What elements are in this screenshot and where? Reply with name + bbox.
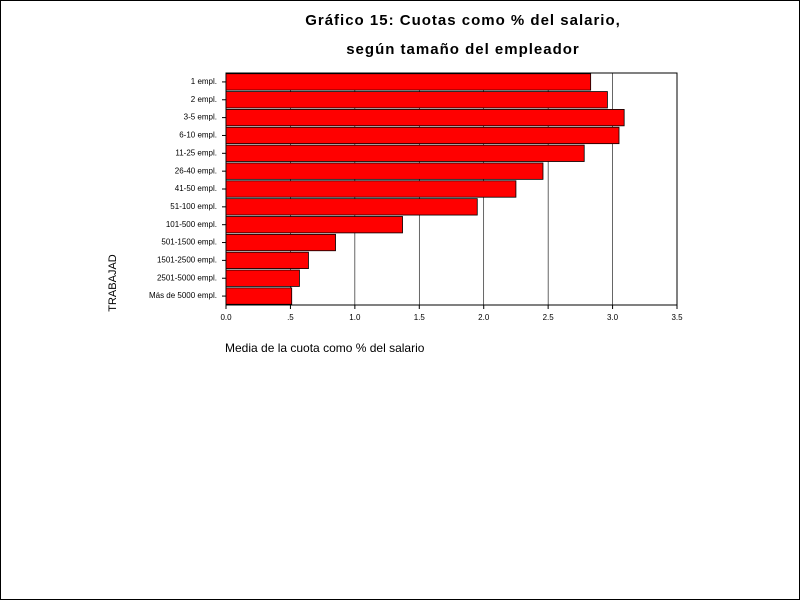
bar xyxy=(225,287,293,305)
y-tick-label: Más de 5000 empl. xyxy=(149,291,217,300)
bar xyxy=(225,73,592,91)
y-tick-label: 1501-2500 empl. xyxy=(157,255,217,264)
bar xyxy=(225,126,620,145)
bar xyxy=(225,162,544,180)
x-tick-label: 3.0 xyxy=(607,313,619,322)
bar xyxy=(225,233,336,252)
y-tick-label: 1 empl. xyxy=(191,77,217,86)
bar xyxy=(225,144,585,162)
y-tick-label: 41-50 empl. xyxy=(175,184,217,193)
x-tick-label: 3.5 xyxy=(671,313,683,322)
bar xyxy=(225,109,625,127)
bar xyxy=(225,251,309,269)
x-tick-label: 0.0 xyxy=(220,313,232,322)
x-tick-label: .5 xyxy=(287,313,294,322)
bar xyxy=(225,269,300,287)
bar xyxy=(225,198,478,216)
y-tick-label: 6-10 empl. xyxy=(179,131,217,140)
y-tick-label: 101-500 empl. xyxy=(166,220,217,229)
y-tick-label: 2 empl. xyxy=(191,95,217,104)
y-tick-label: 26-40 empl. xyxy=(175,166,217,175)
y-axis-label: TRABAJAD xyxy=(107,254,119,312)
x-axis-label: Media de la cuota como % del salario xyxy=(225,341,425,355)
y-tick-label: 11-25 empl. xyxy=(175,148,217,157)
chart-title: según tamaño del empleador xyxy=(346,41,580,58)
bar xyxy=(225,180,517,198)
bar xyxy=(225,91,608,109)
y-tick-label: 501-1500 empl. xyxy=(161,238,217,247)
x-tick-label: 1.0 xyxy=(349,313,361,322)
y-tick-label: 51-100 empl. xyxy=(170,202,217,211)
x-tick-label: 1.5 xyxy=(414,313,426,322)
chart-title: Gráfico 15: Cuotas como % del salario, xyxy=(305,12,621,29)
y-tick-label: 2501-5000 empl. xyxy=(157,273,217,282)
bar xyxy=(225,216,403,234)
x-tick-label: 2.0 xyxy=(478,313,490,322)
x-tick-label: 2.5 xyxy=(543,313,555,322)
y-tick-label: 3-5 empl. xyxy=(184,113,217,122)
